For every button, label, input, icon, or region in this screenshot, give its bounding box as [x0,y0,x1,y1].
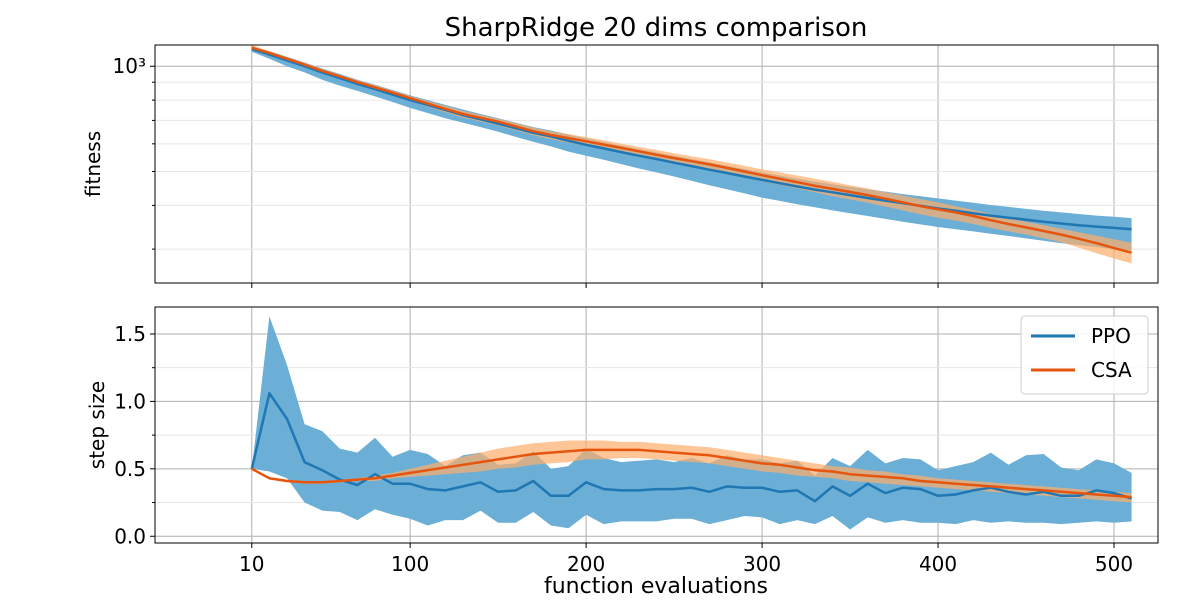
x-tick-label: 100 [391,552,429,576]
y-tick-label: 1.5 [114,322,146,346]
x-tick-label: 200 [567,552,605,576]
x-tick-label: 400 [919,552,957,576]
x-tick-label: 300 [743,552,781,576]
csa-band-step-size [251,440,1132,503]
x-tick-label: 10 [239,552,264,576]
csa-line-fitness [251,46,1132,254]
y-tick-label: 1.0 [114,389,146,413]
y-tick-label: 0.5 [114,457,146,481]
legend: PPO CSA [1020,315,1149,395]
panel-step-size-frame [154,306,1159,544]
x-axis-label: function evaluations [544,574,768,599]
y-tick-label: 0.0 [114,524,146,548]
legend-label-ppo: PPO [1091,324,1131,348]
y-tick-label: 10³ [113,54,146,78]
panel-step-size: 10 100 200 300 400 500 0.0 0.5 1.0 1.5 step size [85,306,1159,576]
panel-fitness-frame [154,44,1159,284]
panel-fitness: 10³ fitness [81,44,1159,288]
fitness-axis-label: fitness [81,131,105,197]
ppo-line-fitness [251,47,1132,231]
legend-label-csa: CSA [1091,358,1132,382]
step-size-axis-label: step size [85,381,109,469]
x-tick-label: 500 [1095,552,1133,576]
figure-title: SharpRidge 20 dims comparison [445,13,868,43]
csa-band-fitness [251,45,1132,264]
csa-line-step-size [251,448,1132,499]
ppo-line-step-size [250,392,1132,503]
